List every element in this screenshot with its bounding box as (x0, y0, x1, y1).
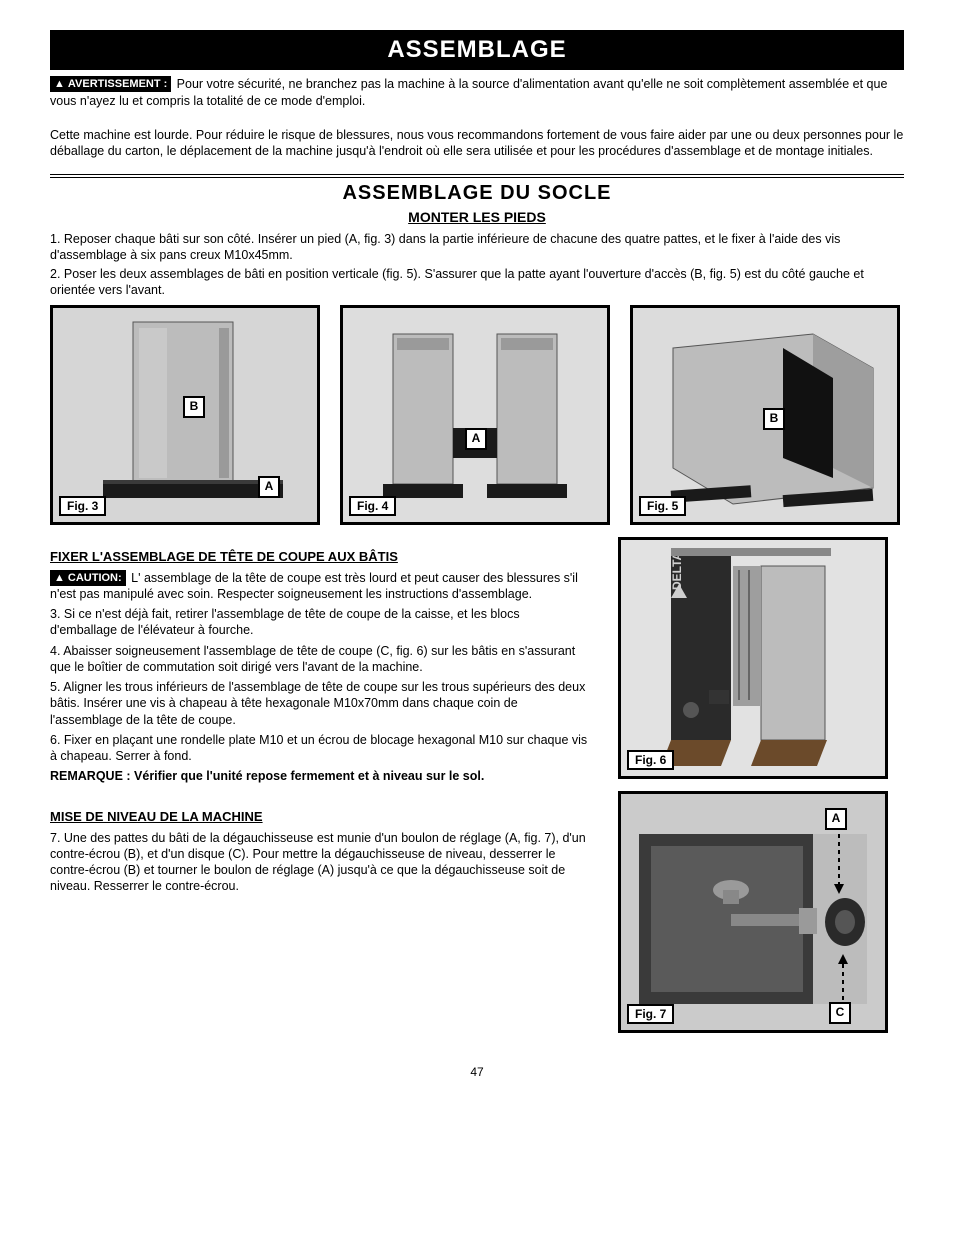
left-text-column: FIXER L'ASSEMBLAGE DE TÊTE DE COUPE AUX … (50, 537, 590, 899)
fig3-callout-B: B (183, 396, 205, 418)
assembly-title: ASSEMBLAGE DU SOCLE (50, 182, 904, 205)
figure-6: DELTA Fig. 6 (618, 537, 888, 779)
step-note: REMARQUE : Vérifier que l'unité repose f… (50, 768, 590, 784)
fig5-callout-B: B (763, 408, 785, 430)
step-6: 6. Fixer en plaçant une rondelle plate M… (50, 732, 590, 765)
caution-label-text: CAUTION: (68, 572, 122, 584)
head2: FIXER L'ASSEMBLAGE DE TÊTE DE COUPE AUX … (50, 549, 590, 566)
section-rule (50, 174, 904, 178)
step-4: 4. Abaisser soigneusement l'assemblage d… (50, 643, 590, 676)
figure-5: B Fig. 5 (630, 305, 900, 525)
figure-3: B A Fig. 3 (50, 305, 320, 525)
fig4-callout-A: A (465, 428, 487, 450)
step-5: 5. Aligner les trous inférieurs de l'ass… (50, 679, 590, 728)
preparation-text: Cette machine est lourde. Pour réduire l… (50, 127, 904, 160)
caution-triangle-icon: ▲ (54, 571, 65, 585)
warning-text: Pour votre sécurité, ne branchez pas la … (50, 77, 887, 108)
warning-triangle-icon: ▲ (54, 77, 65, 91)
fig6-label: Fig. 6 (627, 750, 674, 770)
fig7-callout-A: A (825, 808, 847, 830)
caution-block: ▲CAUTION: L' assemblage de la tête de co… (50, 570, 590, 603)
caution-label: ▲CAUTION: (50, 570, 126, 586)
fig4-label: Fig. 4 (349, 496, 396, 516)
page: ASSEMBLAGE ▲AVERTISSEMENT : Pour votre s… (0, 0, 954, 1235)
head3: MISE DE NIVEAU DE LA MACHINE (50, 809, 590, 826)
figure-6-svg: DELTA (621, 540, 885, 776)
figure-7: A C Fig. 7 (618, 791, 888, 1033)
title-bar: ASSEMBLAGE (50, 30, 904, 70)
figure-row-top: B A Fig. 3 A Fig. 4 (50, 305, 904, 525)
step-7: 7. Une des pattes du bâti de la dégauchi… (50, 830, 590, 895)
page-number: 47 (50, 1065, 904, 1079)
assembly-subtitle: MONTER LES PIEDS (50, 209, 904, 225)
fig5-label: Fig. 5 (639, 496, 686, 516)
warning-block: ▲AVERTISSEMENT : Pour votre sécurité, ne… (50, 76, 904, 109)
figure-4-svg (343, 308, 607, 522)
fig7-callout-C: C (829, 1002, 851, 1024)
step-2: 2. Poser les deux assemblages de bâti en… (50, 266, 904, 299)
fig7-label: Fig. 7 (627, 1004, 674, 1024)
caution-text: L' assemblage de la tête de coupe est tr… (50, 571, 578, 601)
fig3-callout-A: A (258, 476, 280, 498)
step-1: 1. Reposer chaque bâti sur son côté. Ins… (50, 231, 904, 264)
warning-label: ▲AVERTISSEMENT : (50, 76, 171, 92)
right-figure-column: DELTA Fig. 6 (618, 537, 888, 1045)
steps-intro: 1. Reposer chaque bâti sur son côté. Ins… (50, 231, 904, 299)
figure-4: A Fig. 4 (340, 305, 610, 525)
svg-text:DELTA: DELTA (670, 551, 684, 590)
warning-label-text: AVERTISSEMENT : (68, 78, 167, 90)
step-3: 3. Si ce n'est déjà fait, retirer l'asse… (50, 606, 590, 639)
fig3-label: Fig. 3 (59, 496, 106, 516)
two-column-area: FIXER L'ASSEMBLAGE DE TÊTE DE COUPE AUX … (50, 537, 904, 1045)
